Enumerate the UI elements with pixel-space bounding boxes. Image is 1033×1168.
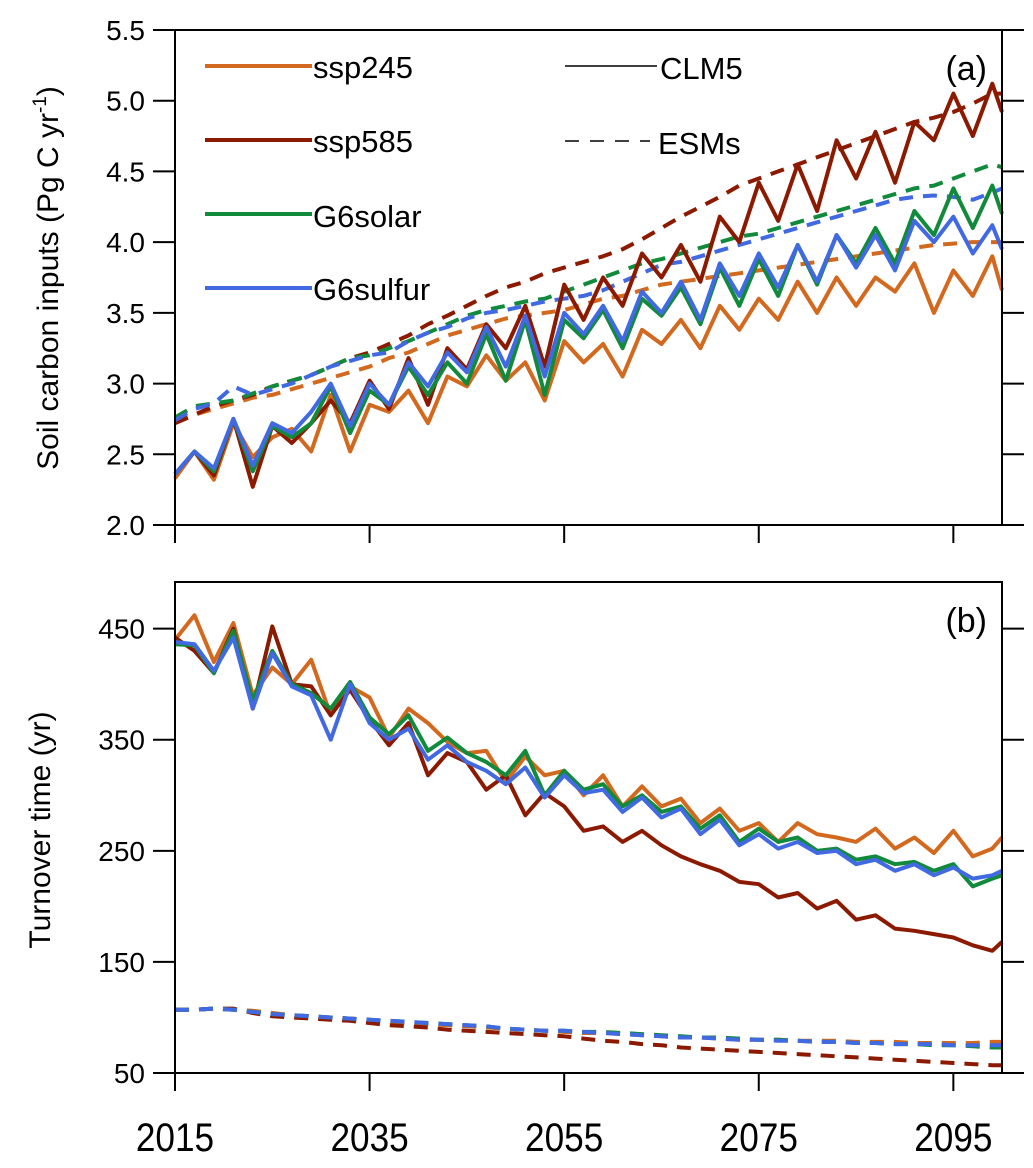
legend-label-ssp245: ssp245 (313, 50, 413, 85)
panel-b-series (173, 613, 1004, 1068)
panel-b-x-tick-label: 2055 (525, 1115, 603, 1160)
panel-b: 50 150 250 350 450 2015 2035 2055 2075 2095 Turn… (24, 581, 1024, 1160)
panel-b-y-tick-label: 50 (114, 1058, 145, 1089)
panel-a-y-axis: 2.0 2.5 3.0 3.5 4.0 4.5 5.0 5.5 (106, 15, 1024, 541)
panel-b-line-g6sulfur-esms (175, 1006, 1002, 1048)
panel-b-line-g6solar-clm5 (174, 628, 1003, 889)
y-label-superscript: -1 (30, 96, 51, 113)
panel-b-y-tick-label: 350 (98, 725, 145, 756)
y-label-text: Soil carbon inputs (Pg C yr (32, 113, 65, 470)
panel-b-label: (b) (945, 602, 987, 640)
panel-a-frame (174, 29, 1003, 526)
panel-b-y-tick-label: 250 (98, 836, 145, 867)
legend-item-g6solar: G6solar (205, 199, 422, 234)
legend-label-clm5: CLM5 (660, 51, 743, 86)
panel-b-line-ssp585-esms (175, 1006, 1002, 1068)
panel-a-label: (a) (945, 50, 987, 88)
legend-label-esms: ESMs (658, 126, 741, 161)
panel-b-y-axis: 50 150 250 350 450 (98, 614, 1024, 1089)
panel-b-line-g6sulfur-clm5 (174, 635, 1003, 881)
panel-a: 2.0 2.5 3.0 3.5 4.0 4.5 5.0 5.5 Soil carbon inp… (30, 15, 1024, 543)
panel-b-x-tick-label: 2095 (914, 1115, 992, 1160)
legend-item-ssp245: ssp245 (205, 50, 413, 85)
panel-b-y-tick-label: 450 (98, 614, 145, 645)
panel-a-y-tick-label: 3.5 (106, 298, 145, 329)
panel-a-line-g6solar-esms (173, 162, 1003, 420)
panel-a-y-tick-label: 4.5 (106, 156, 145, 187)
panel-a-y-tick-label: 5.5 (106, 15, 145, 46)
panel-b-line-ssp245-clm5 (173, 613, 1004, 859)
panel-a-series (173, 81, 1004, 489)
y-label-suffix: ) (32, 86, 65, 96)
panel-b-y-tick-label: 150 (98, 947, 145, 978)
legend-item-clm5: CLM5 (565, 51, 743, 86)
panel-b-x-tick-label: 2015 (136, 1115, 214, 1160)
panel-a-line-g6solar-clm5 (173, 183, 1004, 476)
panel-a-y-axis-label: Soil carbon inputs (Pg C yr-1) (30, 86, 65, 470)
panel-a-x-axis (174, 525, 955, 543)
panel-a-line-g6sulfur-esms (173, 186, 1003, 423)
legend-item-g6sulfur: G6sulfur (205, 272, 430, 307)
panel-b-y-axis-label: Turnover time (yr) (24, 711, 57, 948)
legend-label-g6solar: G6solar (313, 199, 422, 234)
legend-label-ssp585: ssp585 (313, 124, 413, 159)
panel-a-y-tick-label: 2.0 (106, 510, 145, 541)
legend-item-ssp585: ssp585 (205, 124, 413, 159)
legend-item-esms: ESMs (565, 126, 741, 161)
panel-a-y-tick-label: 5.0 (106, 86, 145, 117)
panel-a-line-ssp245-clm5 (173, 254, 1004, 482)
panel-a-y-tick-label: 4.0 (106, 227, 145, 258)
panel-b-x-axis: 2015 2035 2055 2075 2095 (136, 1073, 992, 1160)
legend-label-g6sulfur: G6sulfur (313, 272, 430, 307)
panel-b-frame (174, 581, 1003, 1074)
panel-a-y-tick-label: 2.5 (106, 439, 145, 470)
panel-a-line-g6sulfur-clm5 (173, 214, 1004, 476)
panel-b-line-ssp585-clm5 (173, 624, 1004, 953)
panel-a-y-tick-label: 3.0 (106, 369, 145, 400)
panel-b-x-tick-label: 2075 (720, 1115, 798, 1160)
legend: ssp245 ssp585 G6solar G6sulfur CLM5 ESMs (205, 50, 743, 307)
panel-b-x-tick-label: 2035 (330, 1115, 408, 1160)
